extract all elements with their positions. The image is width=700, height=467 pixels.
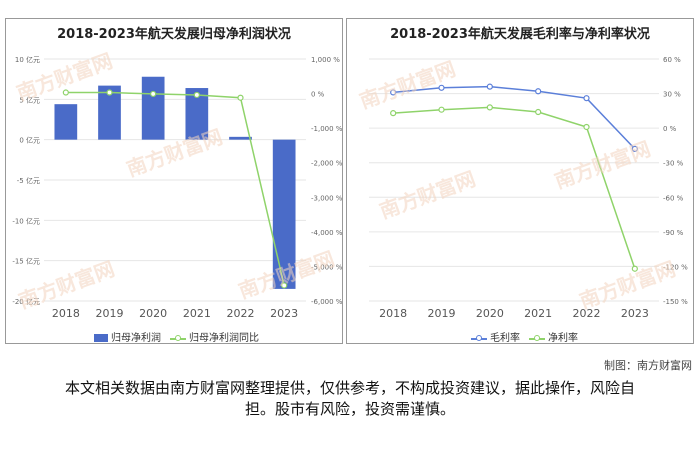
point-gross-margin [631, 145, 638, 152]
point-gross-margin [390, 89, 397, 96]
margin-chart-panel: 2018-2023年航天发展毛利率与净利率状况 60 % 30 % 0 % -30 %… [346, 18, 694, 344]
y-tick-label-right: -1,000 % [311, 125, 343, 133]
bar-net-profit [272, 139, 296, 289]
x-tick-label: 2023 [621, 307, 649, 320]
legend-label: 归母净利润 [111, 333, 161, 344]
point-gross-margin [486, 83, 493, 90]
bar-net-profit [54, 104, 78, 140]
point-net-margin [486, 104, 493, 111]
y-tick-label-right: -3,000 % [311, 194, 343, 202]
line-gross-margin [393, 85, 636, 150]
legend-bar-swatch [94, 334, 108, 342]
x-tick-label: 2023 [270, 307, 298, 320]
bar-net-profit [98, 85, 121, 140]
x-tick-label: 2022 [227, 307, 255, 320]
legend-label: 毛利率 [490, 333, 520, 344]
y-tick-label-left: -10 亿元 [12, 216, 40, 225]
point-net-margin [535, 108, 542, 116]
net-profit-chart-title: 2018-2023年航天发展归母净利润状况 [57, 27, 291, 42]
point-net-profit-yoy [150, 90, 157, 98]
x-tick-label: 2021 [183, 307, 211, 320]
line-net-margin [393, 106, 636, 269]
y-tick-label-right: -150 % [663, 298, 688, 306]
y-tick-label-left: -5 亿元 [17, 176, 40, 185]
y-tick-label-right: 1,000 % [311, 56, 340, 64]
x-tick-label: 2018 [52, 307, 80, 320]
y-tick-label-right: -2,000 % [311, 160, 343, 168]
point-net-margin [438, 106, 445, 113]
point-gross-margin [583, 95, 590, 102]
net-profit-chart-panel: 2018-2023年航天发展归母净利润状况 10 亿元 5 亿元 0 亿元 -5 亿元… [5, 18, 343, 344]
y-tick-label-right: -90 % [663, 229, 684, 237]
y-tick-label-right: 0 % [663, 125, 677, 133]
margin-chart-title: 2018-2023年航天发展毛利率与净利率状况 [390, 27, 650, 42]
y-tick-label-right: -5,000 % [311, 263, 343, 271]
legend-line-swatch [170, 334, 186, 342]
point-net-margin [631, 265, 638, 272]
margin-chart-svg: 60 % 30 % 0 % -30 % -60 % -90 % -120 % -150 % 20… [369, 56, 688, 320]
legend-line-swatch [529, 334, 545, 342]
x-tick-label: 2019 [96, 307, 124, 320]
y-tick-label-left: 10 亿元 [15, 55, 40, 64]
point-net-margin [390, 110, 397, 117]
y-tick-label-right: -120 % [663, 263, 688, 271]
y-tick-label-left: -15 亿元 [12, 257, 40, 266]
x-tick-label: 2022 [573, 307, 601, 320]
y-tick-label-right: -4,000 % [311, 229, 343, 237]
y-tick-label-right: -30 % [663, 160, 684, 168]
x-tick-label: 2018 [379, 307, 407, 320]
x-tick-label: 2021 [524, 307, 552, 320]
point-net-profit-yoy [193, 91, 200, 99]
y-tick-label-left: 5 亿元 [19, 95, 40, 104]
y-tick-label-right: -6,000 % [311, 298, 343, 306]
legend-item-net-profit-yoy[interactable]: 归母净利润同比 [170, 329, 259, 344]
bar-net-profit [185, 88, 209, 140]
legend-label: 净利率 [548, 333, 578, 344]
y-tick-label-right: 30 % [663, 91, 681, 99]
x-tick-label: 2019 [428, 307, 456, 320]
y-tick-label-left: -20 亿元 [12, 297, 40, 306]
point-net-profit-yoy [62, 89, 69, 96]
line-net-profit-yoy [65, 91, 285, 286]
chart-credit: 制图：南方财富网 [604, 359, 692, 372]
point-net-profit-yoy [106, 89, 113, 96]
y-tick-label-left: 0 亿元 [19, 136, 40, 145]
legend-line-swatch [471, 334, 487, 342]
point-gross-margin [438, 84, 445, 91]
point-gross-margin [535, 88, 542, 95]
y-tick-label-right: 0 % [311, 91, 325, 99]
point-net-profit-yoy [237, 94, 244, 101]
point-net-profit-yoy [281, 282, 288, 289]
y-tick-label-right: -60 % [663, 194, 684, 202]
legend-item-gross-margin[interactable]: 毛利率 [471, 329, 520, 344]
bar-net-profit [141, 76, 165, 140]
disclaimer-text: 本文相关数据由南方财富网整理提供，仅供参考，不构成投资建议，据此操作，风险自担。… [64, 379, 635, 418]
x-tick-label: 2020 [139, 307, 167, 320]
legend-label: 归母净利润同比 [189, 333, 259, 344]
net-profit-chart-svg: 10 亿元 5 亿元 0 亿元 -5 亿元 -10 亿元 -15 亿元 -20 亿元 1,00… [12, 55, 343, 320]
y-tick-label-right: 60 % [663, 56, 681, 64]
x-tick-label: 2020 [476, 307, 504, 320]
bar-net-profit [229, 136, 252, 140]
point-net-margin [583, 123, 590, 131]
legend-item-net-margin[interactable]: 净利率 [529, 329, 578, 344]
legend-item-net-profit[interactable]: 归母净利润 [94, 329, 161, 344]
